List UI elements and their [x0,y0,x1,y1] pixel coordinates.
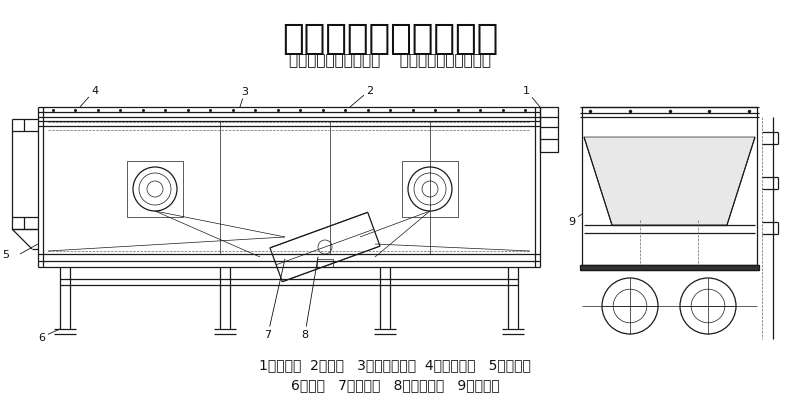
Text: 4: 4 [80,86,99,108]
Bar [580,266,759,271]
Text: 诚信：为自己创造价值    责任：为用户创造价值: 诚信：为自己创造价值 责任：为用户创造价值 [289,53,491,68]
Text: 8: 8 [302,257,318,339]
Polygon shape [584,138,755,225]
Text: 9: 9 [569,214,582,226]
Bar [317,259,333,267]
Text: 6、支架   7、电机板   8、振动电机   9、筛网架: 6、支架 7、电机板 8、振动电机 9、筛网架 [291,377,499,391]
Bar [540,108,558,153]
Text: 1: 1 [522,86,540,108]
Bar [582,108,757,266]
Text: 7: 7 [265,259,285,339]
Text: 1、进料口  2、筛箱   3、密封防尘盖  4、隔振弹簧   5、出料口: 1、进料口 2、筛箱 3、密封防尘盖 4、隔振弹簧 5、出料口 [259,357,531,371]
Text: 6: 6 [39,329,60,342]
Text: 外形结构图及技术参数: 外形结构图及技术参数 [282,22,498,56]
Text: 3: 3 [240,87,249,108]
Bar [402,161,458,218]
Bar [127,161,183,218]
Text: 5: 5 [2,249,9,259]
Text: 2: 2 [350,86,374,108]
